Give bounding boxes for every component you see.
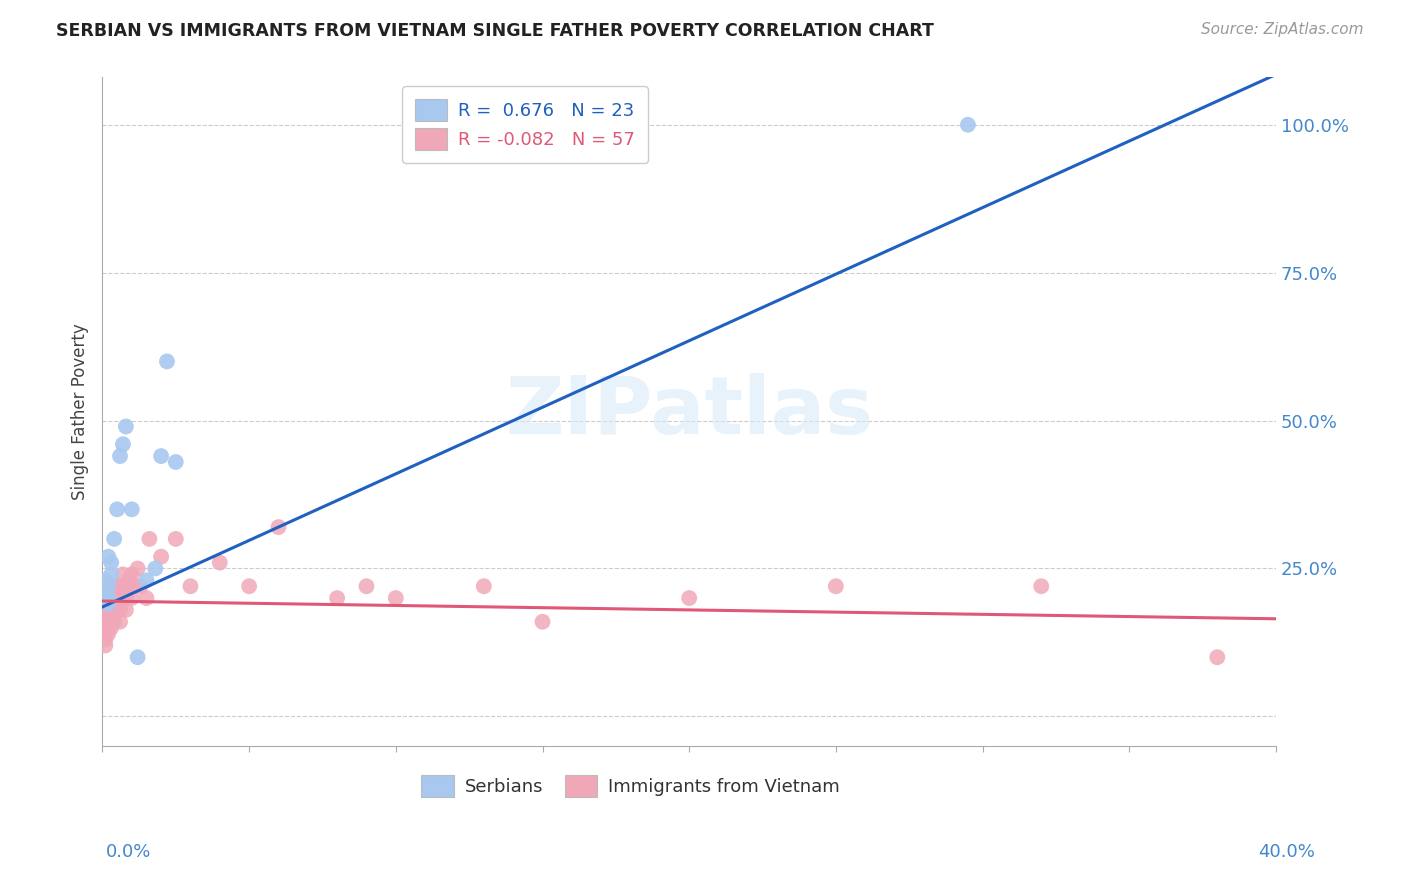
Point xyxy=(97,591,120,605)
Point xyxy=(94,639,117,653)
Point xyxy=(121,567,143,582)
Text: Source: ZipAtlas.com: Source: ZipAtlas.com xyxy=(1201,22,1364,37)
Point xyxy=(108,615,131,629)
Point xyxy=(111,579,134,593)
Point xyxy=(108,603,131,617)
Point xyxy=(103,603,125,617)
Point xyxy=(472,579,495,593)
Point xyxy=(103,615,125,629)
Point xyxy=(94,608,117,623)
Point xyxy=(121,591,143,605)
Point xyxy=(105,502,128,516)
Point xyxy=(97,597,120,611)
Point xyxy=(94,615,117,629)
Point xyxy=(1031,579,1053,593)
Point xyxy=(127,561,149,575)
Point xyxy=(94,626,117,640)
Point xyxy=(97,621,120,635)
Point xyxy=(97,603,120,617)
Point xyxy=(100,556,122,570)
Point xyxy=(150,549,173,564)
Point xyxy=(179,579,201,593)
Legend: Serbians, Immigrants from Vietnam: Serbians, Immigrants from Vietnam xyxy=(413,767,846,804)
Point xyxy=(94,603,117,617)
Point xyxy=(94,574,117,588)
Point xyxy=(326,591,349,605)
Point xyxy=(121,502,143,516)
Point xyxy=(105,603,128,617)
Text: 40.0%: 40.0% xyxy=(1258,843,1315,861)
Point xyxy=(115,579,138,593)
Point xyxy=(135,591,157,605)
Point xyxy=(105,579,128,593)
Text: 0.0%: 0.0% xyxy=(105,843,150,861)
Point xyxy=(267,520,290,534)
Point xyxy=(356,579,378,593)
Point xyxy=(135,574,157,588)
Y-axis label: Single Father Poverty: Single Father Poverty xyxy=(72,323,89,500)
Point xyxy=(124,579,146,593)
Point xyxy=(165,532,187,546)
Point xyxy=(118,574,141,588)
Point xyxy=(100,591,122,605)
Point xyxy=(138,532,160,546)
Point xyxy=(94,632,117,647)
Point xyxy=(97,591,120,605)
Point xyxy=(100,603,122,617)
Point xyxy=(108,579,131,593)
Point xyxy=(97,597,120,611)
Point xyxy=(103,532,125,546)
Point xyxy=(1206,650,1229,665)
Point xyxy=(94,591,117,605)
Point xyxy=(103,591,125,605)
Point xyxy=(100,567,122,582)
Point xyxy=(156,354,179,368)
Point xyxy=(100,597,122,611)
Point xyxy=(165,455,187,469)
Point xyxy=(956,118,979,132)
Point xyxy=(208,556,231,570)
Point xyxy=(143,561,166,575)
Point xyxy=(108,449,131,463)
Point xyxy=(129,579,152,593)
Point xyxy=(127,650,149,665)
Point xyxy=(150,449,173,463)
Point xyxy=(100,621,122,635)
Text: SERBIAN VS IMMIGRANTS FROM VIETNAM SINGLE FATHER POVERTY CORRELATION CHART: SERBIAN VS IMMIGRANTS FROM VIETNAM SINGL… xyxy=(56,22,934,40)
Point xyxy=(385,591,408,605)
Point xyxy=(94,597,117,611)
Point xyxy=(531,615,554,629)
Point xyxy=(97,549,120,564)
Point xyxy=(678,591,700,605)
Point xyxy=(115,603,138,617)
Point xyxy=(105,591,128,605)
Point xyxy=(97,626,120,640)
Point xyxy=(825,579,848,593)
Point xyxy=(111,591,134,605)
Text: ZIPatlas: ZIPatlas xyxy=(505,373,873,450)
Point xyxy=(111,437,134,451)
Point xyxy=(94,579,117,593)
Point xyxy=(94,585,117,599)
Point xyxy=(97,579,120,593)
Point xyxy=(238,579,260,593)
Point xyxy=(115,419,138,434)
Point xyxy=(115,591,138,605)
Point xyxy=(100,585,122,599)
Point xyxy=(103,579,125,593)
Point xyxy=(108,591,131,605)
Point xyxy=(111,567,134,582)
